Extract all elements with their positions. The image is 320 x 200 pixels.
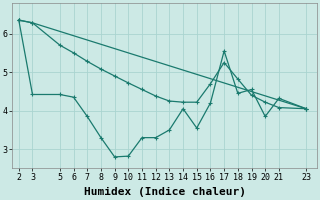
X-axis label: Humidex (Indice chaleur): Humidex (Indice chaleur) (84, 187, 245, 197)
